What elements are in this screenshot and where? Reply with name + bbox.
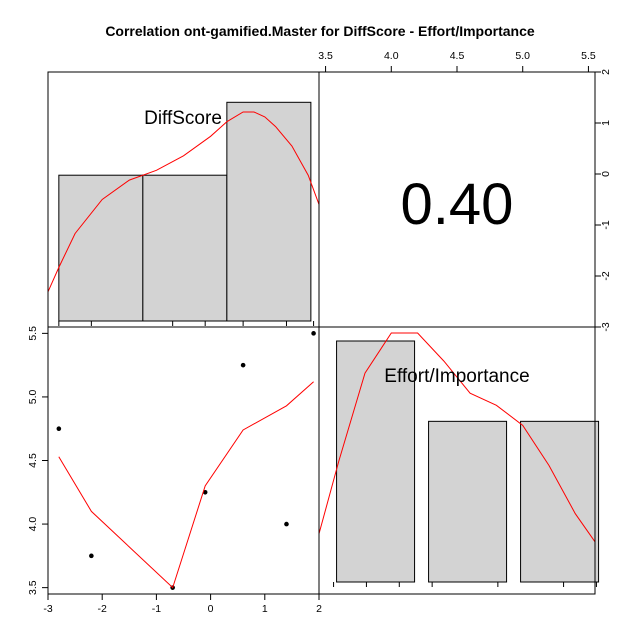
top-axis-tick-label: 4.5 (450, 50, 465, 62)
right-axis-tick-label: -2 (600, 271, 612, 280)
top-axis-tick-label: 5.5 (581, 50, 596, 62)
left-axis-tick-label: 4.0 (27, 517, 39, 532)
correlation-value: 0.40 (401, 172, 514, 237)
scatter-panel (56, 331, 316, 590)
chart-title: Correlation ont-gamified.Master for Diff… (105, 23, 535, 39)
effort-hist-bar (520, 420, 600, 583)
scatter-point (240, 362, 246, 368)
effort-importance-label: Effort/Importance (384, 366, 529, 387)
effort-hist-bar (336, 340, 416, 583)
panel-frame-bottom-right (318, 326, 596, 595)
top-axis-tick-label: 3.5 (318, 50, 333, 62)
right-axis-tick-label: 1 (600, 120, 612, 126)
left-axis-tick-label: 4.5 (27, 453, 39, 468)
scatter-point (89, 553, 94, 559)
correlation-panel: 0.40 (401, 172, 514, 237)
effort-hist-bar (428, 420, 508, 583)
top-axis-tick-label: 4.0 (384, 50, 399, 62)
right-axis-tick-label: -1 (600, 220, 612, 229)
bottom-axis-tick-label: -3 (43, 603, 52, 615)
diffscore-hist-bar (58, 174, 144, 322)
left-axis-tick-label: 5.0 (27, 389, 39, 404)
diffscore-hist-bar (226, 101, 312, 322)
bottom-axis-tick-label: 2 (316, 603, 322, 615)
scatter-point (56, 426, 62, 432)
diffscore-label: DiffScore (144, 108, 222, 129)
loess-smoother-line (58, 381, 314, 589)
left-axis-tick-label: 5.5 (27, 326, 39, 341)
bottom-axis-tick-label: 0 (208, 603, 214, 615)
scatter-point (284, 521, 289, 527)
diffscore-density-curve (47, 111, 320, 293)
diffscore-histogram-panel: DiffScore (47, 101, 320, 326)
effort-histogram-panel: Effort/Importance (318, 332, 600, 587)
top-axis-tick-label: 5.0 (515, 50, 530, 62)
left-axis-tick-label: 3.5 (27, 580, 39, 595)
bottom-axis-tick-label: -1 (152, 603, 161, 615)
effort-density-curve (318, 332, 596, 543)
scatter-point (311, 331, 316, 336)
right-axis-tick-label: -3 (600, 322, 612, 331)
diffscore-hist-bar (142, 174, 228, 322)
right-axis-tick-label: 0 (600, 171, 612, 177)
right-axis-tick-label: 2 (600, 69, 612, 75)
bottom-axis-tick-label: 1 (262, 603, 268, 615)
bottom-axis-tick-label: -2 (98, 603, 107, 615)
